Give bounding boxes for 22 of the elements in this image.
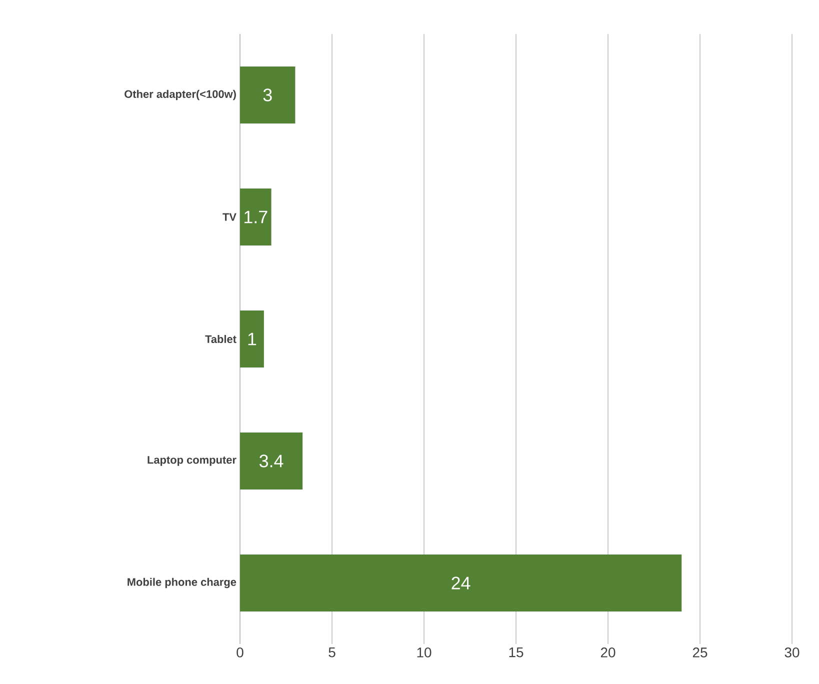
bar — [240, 66, 296, 124]
x-tick-label: 10 — [417, 648, 432, 658]
y-tick-label: Laptop computer — [148, 456, 236, 466]
x-tick-label: 5 — [328, 648, 336, 658]
bar — [240, 310, 264, 368]
bar — [240, 554, 682, 612]
x-tick-label: 30 — [784, 648, 800, 658]
y-tick-label: Mobile phone charge — [128, 578, 236, 588]
data-label: 3 — [263, 88, 272, 102]
data-label: 3.4 — [260, 454, 284, 468]
x-tick-label: 0 — [236, 648, 244, 658]
bar — [240, 188, 272, 246]
x-tick-label: 25 — [692, 648, 708, 658]
x-tick-label: 20 — [600, 648, 616, 658]
data-label: 1 — [248, 332, 256, 346]
data-label: 24 — [452, 576, 470, 590]
y-tick-label: TV — [222, 213, 236, 221]
data-label: 1.7 — [244, 210, 268, 224]
y-tick-label: Other adapter(<100w) — [124, 90, 236, 100]
bar — [240, 432, 303, 490]
x-tick-label: 15 — [509, 648, 524, 658]
y-tick-label: Tablet — [205, 334, 236, 344]
